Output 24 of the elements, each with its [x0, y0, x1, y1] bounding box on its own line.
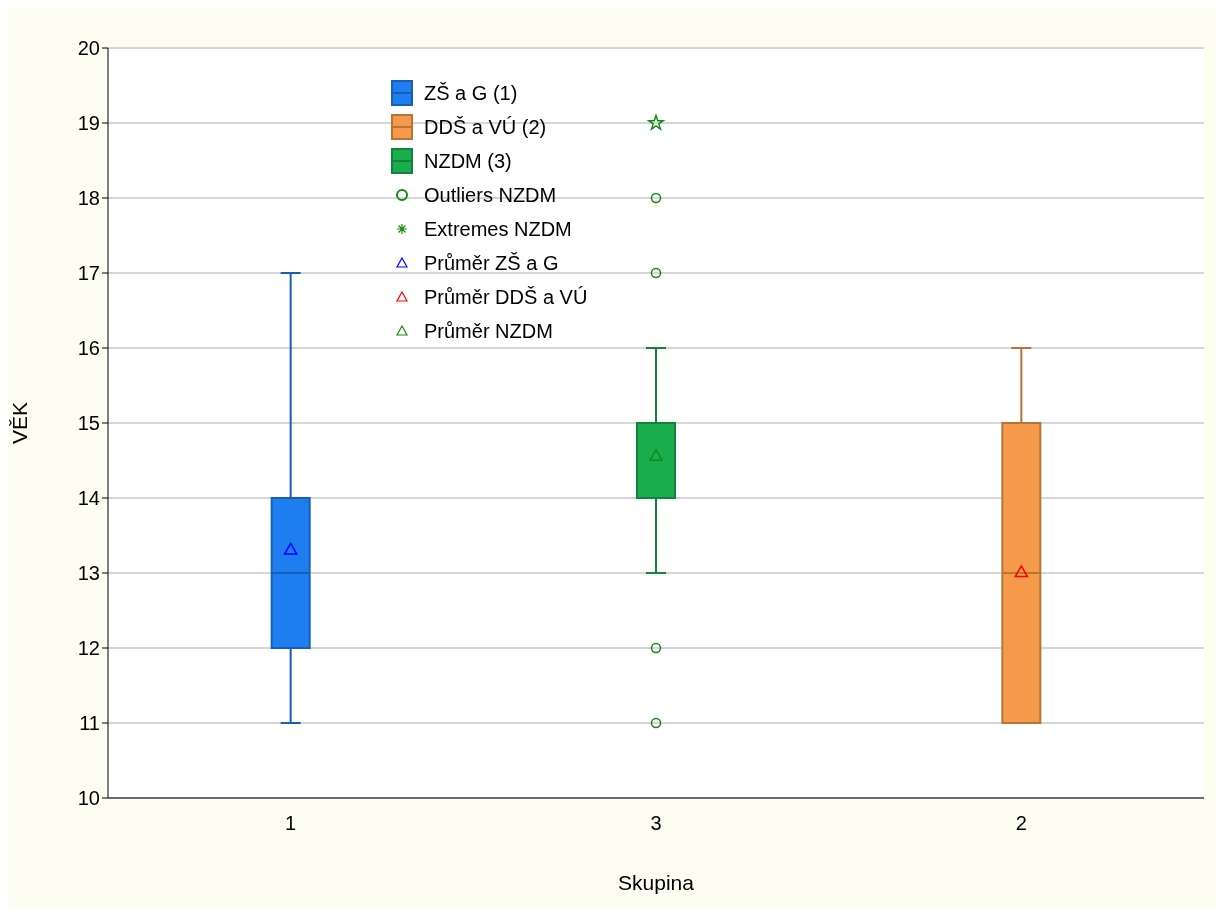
x-tick-label: 3	[650, 812, 662, 835]
y-tick-label: 15	[77, 412, 100, 435]
y-tick-label: 18	[77, 187, 100, 210]
legend-label: ZŠ a G (1)	[424, 81, 518, 105]
y-tick-label: 13	[77, 562, 100, 585]
x-tick-label: 2	[1015, 812, 1027, 835]
y-tick-label: 11	[79, 712, 100, 735]
y-tick-label: 20	[77, 37, 100, 60]
x-tick-label: 1	[285, 812, 297, 835]
legend-label: Průměr NZDM	[424, 319, 553, 343]
x-axis-title: Skupina	[618, 871, 695, 894]
legend-label: Průměr ZŠ a G	[424, 251, 559, 275]
legend-label: Outliers NZDM	[424, 183, 557, 207]
y-tick-label: 17	[77, 262, 100, 285]
y-tick-label: 10	[77, 787, 100, 810]
legend-label: Extremes NZDM	[424, 217, 572, 241]
y-tick-label: 19	[77, 112, 100, 135]
y-tick-label: 14	[77, 487, 100, 510]
y-tick-label: 16	[77, 337, 100, 360]
y-tick-label: 12	[77, 637, 100, 660]
y-axis-title: VĚK	[8, 401, 32, 445]
legend-label: Průměr DDŠ a VÚ	[424, 285, 588, 309]
legend-label: DDŠ a VÚ (2)	[424, 115, 547, 139]
legend-label: NZDM (3)	[424, 149, 512, 173]
